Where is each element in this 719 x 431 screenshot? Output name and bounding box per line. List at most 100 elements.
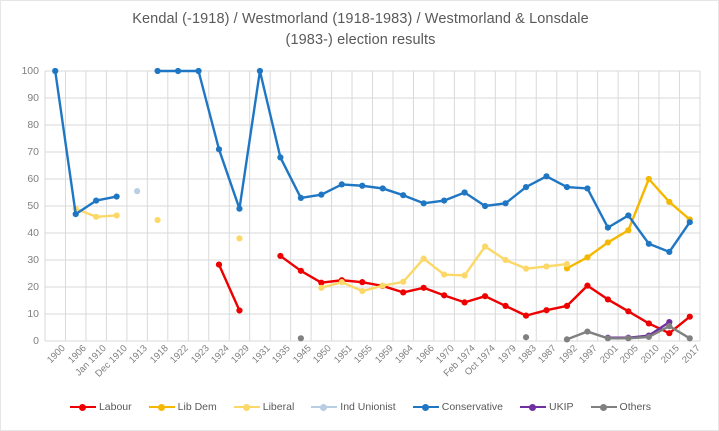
chart-legend: Labour Lib Dem Liberal Ind Unionist Conserva…	[1, 401, 719, 413]
data-point[interactable]	[359, 287, 366, 295]
data-point[interactable]	[277, 154, 284, 161]
data-point[interactable]	[256, 67, 264, 75]
data-point[interactable]	[154, 67, 161, 75]
legend-swatch-icon	[590, 402, 617, 412]
legend-item-labour[interactable]: Labour	[69, 401, 132, 413]
data-point[interactable]	[52, 67, 59, 75]
data-point[interactable]	[318, 284, 325, 291]
data-point[interactable]	[522, 334, 530, 341]
data-point[interactable]	[604, 296, 611, 303]
data-point[interactable]	[441, 271, 448, 278]
data-point[interactable]	[604, 335, 611, 342]
data-point[interactable]	[318, 279, 325, 286]
data-point[interactable]	[93, 197, 100, 204]
data-point[interactable]	[379, 282, 386, 289]
data-point[interactable]	[584, 328, 591, 335]
data-point[interactable]	[563, 265, 571, 272]
legend-item-others[interactable]: Others	[590, 401, 651, 413]
legend-item-ukip[interactable]: UKIP	[520, 401, 574, 413]
data-point[interactable]	[481, 293, 489, 300]
data-point[interactable]	[441, 292, 448, 299]
data-point[interactable]	[522, 184, 530, 191]
data-point[interactable]	[297, 335, 304, 342]
data-point[interactable]	[481, 202, 489, 210]
data-point[interactable]	[93, 213, 100, 220]
data-point[interactable]	[215, 146, 223, 153]
data-point[interactable]	[563, 336, 571, 343]
data-point[interactable]	[215, 261, 223, 268]
data-point[interactable]	[543, 307, 550, 314]
data-point[interactable]	[420, 284, 427, 291]
data-point[interactable]	[584, 254, 591, 261]
data-point[interactable]	[666, 198, 673, 206]
data-point[interactable]	[502, 256, 509, 264]
data-point[interactable]	[72, 211, 79, 218]
data-point[interactable]	[481, 243, 489, 250]
data-point[interactable]	[338, 279, 345, 286]
x-axis-tick-label: 2017	[679, 343, 703, 366]
data-point[interactable]	[645, 240, 652, 247]
data-point[interactable]	[625, 308, 632, 315]
data-point[interactable]	[154, 216, 161, 224]
data-point[interactable]	[625, 212, 632, 219]
data-point[interactable]	[113, 212, 120, 219]
data-point[interactable]	[195, 67, 202, 75]
data-point[interactable]	[686, 313, 693, 320]
series-ind-unionist	[134, 188, 141, 195]
data-point[interactable]	[400, 278, 407, 285]
data-point[interactable]	[604, 239, 611, 246]
data-point[interactable]	[297, 194, 304, 201]
data-point[interactable]	[563, 184, 571, 191]
data-point[interactable]	[134, 188, 141, 195]
data-point[interactable]	[502, 302, 509, 309]
data-point[interactable]	[297, 267, 304, 274]
data-point[interactable]	[420, 200, 427, 207]
data-point[interactable]	[666, 248, 673, 255]
data-point[interactable]	[666, 323, 673, 330]
x-axis-tick-label: 1923	[188, 343, 212, 366]
data-point[interactable]	[645, 320, 652, 327]
data-point[interactable]	[645, 175, 652, 183]
data-point[interactable]	[563, 260, 571, 268]
data-point[interactable]	[174, 67, 182, 75]
legend-item-liberal[interactable]: Liberal	[233, 401, 294, 413]
data-point[interactable]	[543, 263, 550, 270]
data-point[interactable]	[666, 330, 673, 337]
data-point[interactable]	[420, 255, 427, 262]
data-point[interactable]	[645, 333, 652, 341]
data-point[interactable]	[584, 282, 591, 289]
data-point[interactable]	[522, 312, 530, 319]
legend-item-ind-unionist[interactable]: Ind Unionist	[311, 401, 396, 413]
data-point[interactable]	[461, 299, 468, 306]
data-point[interactable]	[318, 191, 325, 198]
data-point[interactable]	[400, 192, 407, 199]
legend-item-conservative[interactable]: Conservative	[412, 401, 503, 413]
data-point[interactable]	[461, 189, 468, 196]
chart-title-line-1: Kendal (-1918) / Westmorland (1918-1983)…	[132, 11, 589, 27]
data-point[interactable]	[584, 185, 591, 192]
legend-item-lib-dem[interactable]: Lib Dem	[148, 401, 217, 413]
data-point[interactable]	[359, 279, 366, 286]
data-point[interactable]	[441, 197, 448, 204]
data-point[interactable]	[604, 224, 611, 231]
data-point[interactable]	[543, 173, 550, 180]
data-point[interactable]	[686, 335, 693, 342]
data-point[interactable]	[236, 235, 243, 242]
data-point[interactable]	[461, 272, 468, 279]
series-labour	[215, 252, 693, 337]
data-point[interactable]	[277, 252, 284, 260]
data-point[interactable]	[338, 181, 345, 188]
series-others	[297, 323, 693, 343]
data-point[interactable]	[563, 302, 571, 309]
data-point[interactable]	[502, 200, 509, 207]
data-point[interactable]	[625, 335, 632, 342]
data-point[interactable]	[400, 289, 407, 296]
data-point[interactable]	[359, 182, 366, 189]
data-point[interactable]	[379, 185, 386, 192]
data-point[interactable]	[522, 265, 530, 272]
data-point[interactable]	[113, 193, 120, 200]
data-point[interactable]	[686, 219, 693, 226]
data-point[interactable]	[236, 307, 243, 314]
data-point[interactable]	[236, 205, 243, 212]
data-point[interactable]	[625, 227, 632, 234]
